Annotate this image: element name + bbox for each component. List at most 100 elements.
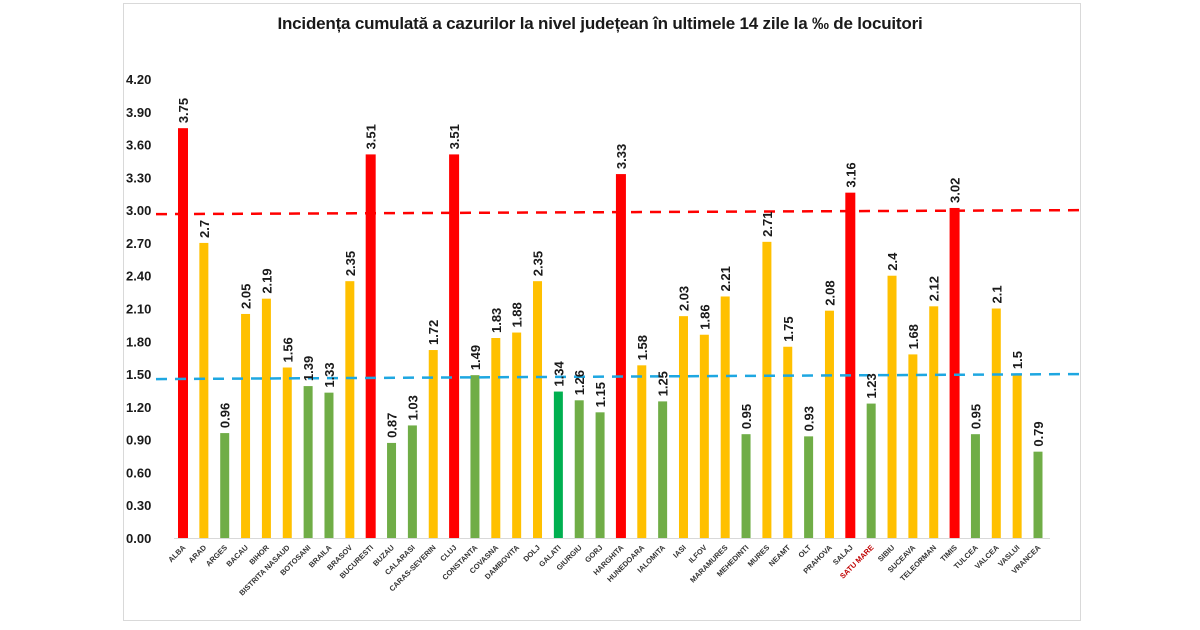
bar-bucuresti [365, 154, 376, 538]
bar-botosani [303, 386, 313, 538]
bar-caras-severin [428, 350, 438, 538]
data-label: 2.7 [197, 220, 212, 238]
x-tick-label: ALBA [166, 543, 188, 565]
bar-ilfov [699, 334, 709, 538]
data-label: 1.83 [489, 308, 504, 333]
bar-maramures [720, 296, 730, 538]
chart-title: Incidența cumulată a cazurilor la nivel … [277, 14, 923, 33]
x-tick-label: NEAMT [767, 543, 793, 569]
bar-arges [220, 433, 230, 538]
y-tick-label: 2.10 [126, 302, 151, 317]
bar-dolj [533, 281, 543, 538]
red-threshold-line [155, 208, 1082, 216]
bar-alba [178, 128, 188, 538]
data-label: 1.5 [1010, 351, 1025, 369]
data-label: 0.95 [739, 404, 754, 429]
bar-teleorman [929, 306, 939, 538]
data-label: 1.03 [405, 395, 420, 420]
x-tick-label: BACAU [224, 543, 250, 569]
data-label: 1.72 [426, 320, 441, 345]
x-tick-label: IASI [671, 543, 688, 560]
data-label: 0.95 [968, 404, 983, 429]
y-tick-label: 3.90 [126, 105, 151, 120]
y-tick-label: 3.00 [126, 203, 151, 218]
bar-galati [553, 391, 563, 538]
y-tick-label: 0.30 [126, 498, 151, 513]
y-tick-label: 2.40 [126, 269, 151, 284]
bar-bacau [241, 313, 251, 538]
data-label: 1.25 [656, 371, 671, 396]
data-label: 0.79 [1031, 421, 1046, 446]
data-label: 1.26 [572, 370, 587, 395]
bar-dambovita [512, 332, 522, 538]
bar-cluj [449, 154, 460, 538]
bar-vrancea [1033, 451, 1043, 538]
data-label: 1.23 [864, 373, 879, 398]
bar-calarasi [407, 425, 417, 538]
bar-giurgiu [574, 400, 584, 538]
data-label: 2.21 [718, 266, 733, 291]
bar-hunedoara [637, 365, 647, 538]
data-label: 0.96 [218, 403, 233, 428]
bar-covasna [491, 338, 501, 538]
reference-lines [155, 208, 1082, 381]
bar-mehedinti [741, 434, 751, 538]
data-label: 1.33 [322, 362, 337, 387]
data-label: 2.71 [760, 212, 775, 237]
data-label: 3.02 [948, 178, 963, 203]
data-label: 1.49 [468, 345, 483, 370]
bar-mures [762, 241, 772, 539]
y-tick-label: 1.20 [126, 400, 151, 415]
data-label: 1.86 [697, 304, 712, 329]
data-label: 1.39 [301, 356, 316, 381]
data-label: 1.34 [551, 360, 566, 386]
data-label: 2.12 [927, 276, 942, 301]
bar-iasi [678, 316, 688, 538]
bar-gorj [595, 412, 605, 538]
bar-buzau [387, 442, 397, 538]
bar-sibiu [887, 275, 897, 538]
data-label: 3.16 [843, 162, 858, 187]
data-label: 2.4 [885, 252, 900, 271]
data-label: 0.93 [802, 406, 817, 431]
bar-constanta [470, 375, 480, 538]
y-tick-label: 3.60 [126, 138, 151, 153]
y-tick-label: 3.30 [126, 170, 151, 185]
x-tick-label: OLT [796, 543, 813, 560]
bar-tulcea [970, 434, 980, 538]
bar-prahova [824, 310, 834, 538]
bar-bihor [261, 298, 271, 538]
data-label: 1.68 [906, 324, 921, 349]
bar-harghita [615, 174, 626, 539]
x-tick-label: MURES [746, 543, 772, 569]
data-label: 2.35 [343, 251, 358, 276]
y-tick-label: 1.80 [126, 334, 151, 349]
bar-satu-mare [866, 403, 876, 538]
y-tick-label: 0.60 [126, 465, 151, 480]
data-label: 2.08 [822, 280, 837, 305]
data-label: 0.87 [385, 413, 400, 438]
bar-arad [199, 242, 209, 538]
y-tick-label: 0.00 [126, 531, 151, 546]
data-label: 3.33 [614, 144, 629, 169]
data-label: 2.03 [676, 286, 691, 311]
data-label: 2.19 [259, 268, 274, 293]
data-label: 2.35 [531, 251, 546, 276]
y-axis-ticks: 0.00 0.30 0.60 0.90 1.20 1.50 1.80 2.10 2.40 2.70… [126, 72, 151, 546]
data-labels: 3.75 2.7 0.96 2.05 2.19 1.56 1.39 1.33 2.35 3.51 0… [176, 98, 1046, 447]
y-tick-label: 4.20 [126, 72, 151, 87]
bar-vaslui [1012, 374, 1022, 538]
y-tick-label: 1.50 [126, 367, 151, 382]
bar-suceava [908, 354, 918, 538]
data-label: 3.51 [364, 124, 379, 149]
data-label: 3.75 [176, 98, 191, 123]
bar-olt [804, 436, 814, 538]
y-tick-label: 2.70 [126, 236, 151, 251]
data-label: 1.75 [781, 316, 796, 341]
data-label: 1.58 [635, 335, 650, 360]
data-label: 1.15 [593, 382, 608, 407]
bar-valcea [991, 308, 1001, 538]
bar-ialomita [658, 401, 668, 538]
blue-threshold-line [155, 372, 1082, 381]
